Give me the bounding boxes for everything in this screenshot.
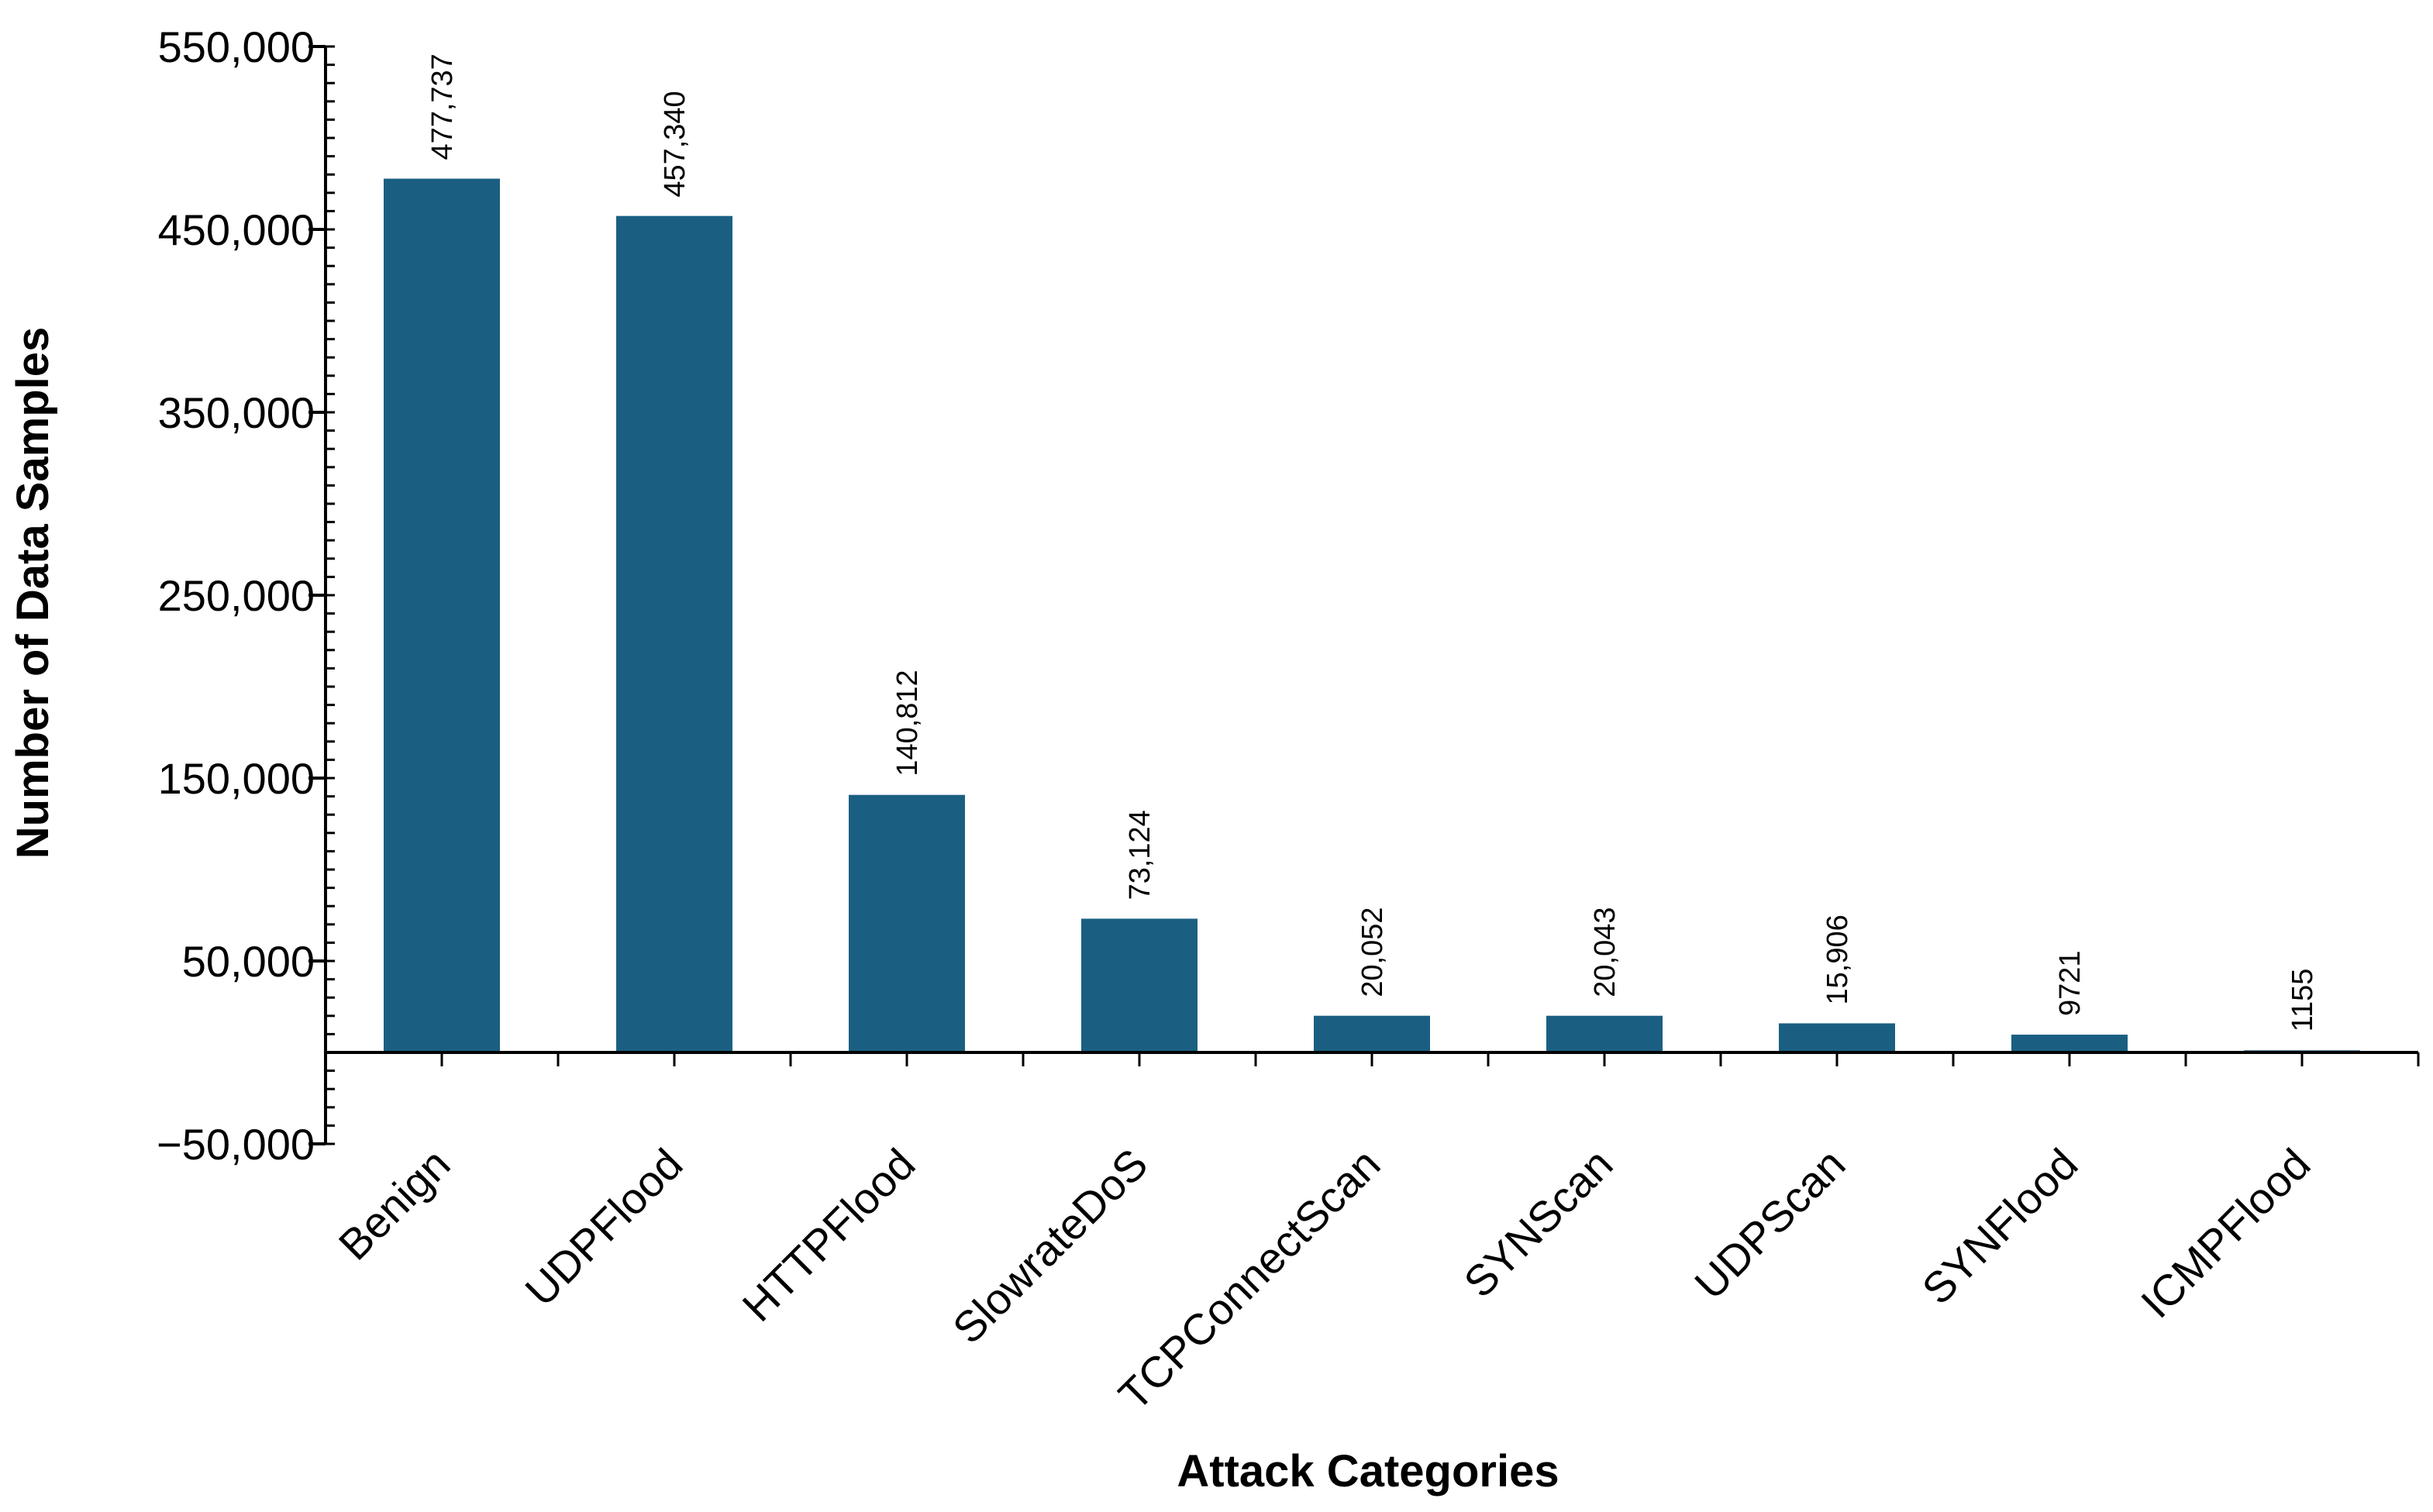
- bar-UDPScan: [1779, 1023, 1895, 1052]
- bar-Benign: [384, 178, 500, 1053]
- category-label-ICMPFlood: ICMPFlood: [2131, 1139, 2320, 1328]
- bar-UDPFlood: [616, 215, 732, 1052]
- data-label-SYNFlood: 9721: [2054, 951, 2087, 1017]
- y-tick-label: 550,000: [158, 22, 315, 71]
- bar-HTTPFlood: [849, 794, 965, 1052]
- category-label-UDPScan: UDPScan: [1685, 1139, 1854, 1308]
- y-tick-label: 450,000: [158, 205, 315, 254]
- bar-TCPConnectScan: [1314, 1015, 1430, 1052]
- data-label-UDPFlood: 457,340: [659, 91, 691, 197]
- y-axis: −50,000 50,000 150,000 250,000 350,000 450,00…: [157, 22, 335, 1169]
- data-label-HTTPFlood: 140,812: [891, 670, 924, 776]
- data-label-SYNScan: 20,043: [1589, 907, 1621, 997]
- category-label-Benign: Benign: [329, 1139, 460, 1269]
- category-label-SlowrateDoS: SlowrateDoS: [943, 1139, 1157, 1353]
- data-label-SlowrateDoS: 73,124: [1124, 810, 1156, 900]
- data-label-ICMPFlood: 1155: [2287, 969, 2319, 1032]
- data-label-TCPConnectScan: 20,052: [1356, 907, 1389, 997]
- data-labels-group: 477,737 457,340 140,812 73,124 20,052 20,043 1…: [426, 53, 2319, 1032]
- data-label-Benign: 477,737: [426, 53, 459, 160]
- y-tick-label: 50,000: [182, 937, 315, 986]
- data-label-UDPScan: 15,906: [1821, 914, 1854, 1004]
- y-tick-label: 250,000: [158, 571, 315, 620]
- y-tick-label: 350,000: [158, 388, 315, 437]
- x-axis-title: Attack Categories: [1177, 1446, 1559, 1497]
- bar-SlowrateDoS: [1081, 918, 1198, 1052]
- x-axis: [324, 1051, 2420, 1066]
- category-label-TCPConnectScan: TCPConnectScan: [1109, 1139, 1389, 1419]
- bar-SYNScan: [1546, 1015, 1663, 1052]
- category-label-UDPFlood: UDPFlood: [515, 1139, 691, 1315]
- category-label-SYNFlood: SYNFlood: [1912, 1139, 2087, 1314]
- y-tick-label: −50,000: [157, 1120, 315, 1169]
- category-labels-group: Benign UDPFlood HTTPFlood SlowrateDoSTCPCon…: [329, 1139, 2320, 1419]
- y-tick-label: 150,000: [158, 754, 315, 803]
- category-label-HTTPFlood: HTTPFlood: [732, 1139, 924, 1331]
- bar-SYNFlood: [2011, 1035, 2128, 1052]
- category-label-SYNScan: SYNScan: [1454, 1139, 1621, 1307]
- y-axis-title: Number of Data Samples: [8, 327, 58, 859]
